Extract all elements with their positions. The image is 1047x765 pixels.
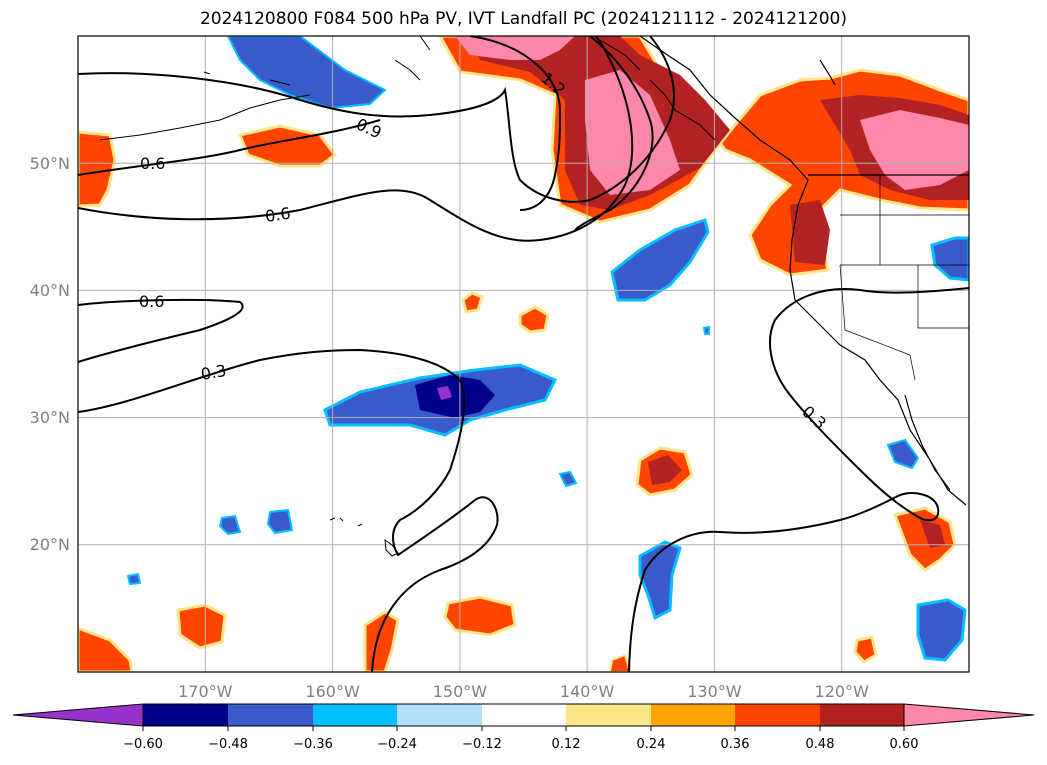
map-content: 1.2 0.9 0.6 0.6 0.6 0.3 0.3: [78, 36, 969, 672]
colorbar-tick-4: −0.24: [377, 737, 417, 752]
coastlines: [99, 36, 969, 557]
colorbar-tick-1: −0.60: [123, 737, 163, 752]
small-negative-blob-4: [126, 572, 142, 586]
small-negative-blob-1: [218, 514, 242, 536]
small-positive-blob-2: [461, 291, 484, 314]
contour-line-0-3: [78, 348, 499, 672]
lat-tick-40n: 40°N: [30, 281, 70, 300]
lon-tick-130w: 130°W: [687, 682, 742, 701]
contour-label-0-3-b: 0.3: [798, 402, 830, 433]
contour-label-0-6-a: 0.6: [140, 154, 165, 173]
contour-label-0-6-b: 0.6: [264, 204, 292, 226]
state-borders: [839, 175, 969, 381]
colorbar-extend-high: [903, 703, 1035, 727]
pv-contours: [78, 36, 969, 672]
longitude-tick-labels: 170°W 160°W 150°W 140°W 130°W 120°W: [178, 682, 869, 701]
hawaii-south-positive-blob: [443, 595, 517, 637]
contour-line-0-3-east: [628, 287, 969, 672]
lon-tick-150w: 150°W: [433, 682, 488, 701]
lat-tick-30n: 30°N: [30, 408, 70, 427]
map-frame: [77, 35, 970, 673]
aleutian-islands: [99, 71, 311, 141]
latitude-tick-labels: 50°N 40°N 30°N 20°N: [30, 154, 70, 554]
nw-north-america-peak: [860, 110, 969, 190]
contour-label-0-6-c: 0.6: [139, 292, 164, 311]
central-pacific-negative-core: [415, 375, 495, 418]
colorbar-extend-low: [12, 703, 144, 727]
colorbar-tick-8: 0.36: [721, 737, 750, 752]
southwest-corner-positive: [78, 626, 134, 672]
se-alaska-coastline: [394, 36, 716, 141]
colorbar-tick-3: −0.36: [293, 737, 333, 752]
small-positive-blob-5: [853, 635, 878, 664]
contour-label-0-9: 0.9: [353, 114, 384, 142]
colorbar-tick-6: 0.12: [552, 737, 581, 752]
colorbar-tick-5: −0.12: [462, 737, 502, 752]
colorbar-bin-6: [566, 704, 651, 726]
lon-tick-170w: 170°W: [178, 682, 233, 701]
negative-anomaly-fields: [126, 36, 969, 662]
small-positive-blob-4: [363, 610, 400, 672]
graticule: [78, 36, 969, 672]
hawaiian-islands: [329, 517, 399, 557]
ne-pacific-positive-peak: [455, 36, 680, 195]
lon-tick-160w: 160°W: [305, 682, 360, 701]
colorbar-bin-9: [820, 704, 904, 726]
small-negative-blob-3: [558, 470, 578, 488]
southwest-positive-blob: [176, 603, 227, 650]
positive-anomaly-fields: [78, 36, 969, 672]
colorbar-bin-1: [143, 704, 228, 726]
colorbar-bin-4: [397, 704, 482, 726]
colorbar-tick-2: −0.48: [208, 737, 248, 752]
lat-tick-20n: 20°N: [30, 535, 70, 554]
colorbar-tick-7: 0.24: [637, 737, 666, 752]
colorbar-tick-10: 0.60: [890, 737, 919, 752]
small-negative-blob-2: [266, 508, 294, 535]
small-positive-blob-6: [608, 653, 632, 672]
ne-pacific-negative-blob: [610, 218, 710, 302]
central-pacific-negative-peak: [437, 386, 452, 400]
contour-line-1-2: [469, 36, 654, 231]
lon-tick-120w: 120°W: [815, 682, 870, 701]
mexico-southwest-negative: [916, 598, 967, 662]
colorbar-bin-3: [313, 704, 397, 726]
lat-tick-50n: 50°N: [30, 154, 70, 173]
colorbar-tick-9: 0.48: [806, 737, 835, 752]
colorbar-bin-5: [482, 704, 566, 726]
small-negative-blob-5: [702, 325, 710, 335]
contour-line-0-9: [78, 36, 675, 203]
small-positive-blob-3: [518, 305, 550, 334]
lon-tick-140w: 140°W: [560, 682, 615, 701]
contour-line-0-6-lower: [78, 298, 244, 363]
baja-negative-blob: [886, 438, 920, 470]
contour-label-0-3-a: 0.3: [199, 361, 227, 384]
colorbar: −0.60 −0.48 −0.36 −0.24 −0.12 0.12 0.24 …: [12, 703, 1035, 752]
alaska-negative-blob: [226, 36, 387, 110]
western-pacific-positive: [78, 130, 117, 208]
contour-line-0-6-upper: [78, 36, 634, 242]
colorbar-bin-7: [651, 704, 735, 726]
mexico-coast-positive-blob: [892, 506, 957, 572]
map-title: 2024120800 F084 500 hPa PV, IVT Landfall…: [199, 9, 847, 29]
colorbar-bin-2: [228, 704, 313, 726]
colorbar-bin-8: [735, 704, 820, 726]
california-coast-negative: [930, 236, 969, 282]
north-america-coastline: [639, 36, 967, 506]
